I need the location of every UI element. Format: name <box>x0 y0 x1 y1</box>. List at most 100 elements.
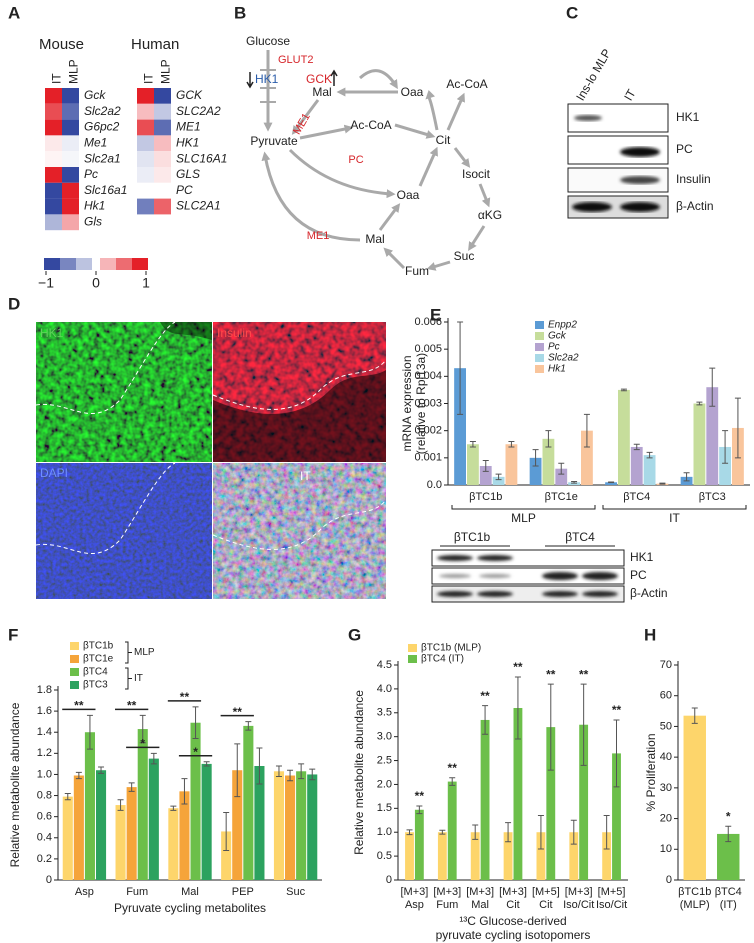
error-bar <box>139 714 146 744</box>
y-tick-label: 1.6 <box>37 705 52 717</box>
group-bracket <box>451 505 596 510</box>
error-bar <box>150 752 157 765</box>
colorbar-label: 1 <box>142 275 150 291</box>
bar <box>719 446 732 485</box>
heatmap-title: Human <box>131 36 179 53</box>
colorbar-step <box>132 258 148 270</box>
x-tick-label: Asp <box>75 886 94 898</box>
error-bar <box>505 822 512 843</box>
x-tick-label: Fum <box>126 886 148 898</box>
legend-swatch <box>70 655 79 663</box>
arrow <box>418 146 438 187</box>
error-bar <box>608 481 615 484</box>
legend-label: Slc2a2 <box>548 353 579 364</box>
node: ME1 <box>307 230 330 242</box>
colorbar-step <box>60 258 76 270</box>
y-tick-label: 3.5 <box>377 707 392 719</box>
node: αKG <box>478 208 502 222</box>
x-tick-label: [M+3] <box>565 886 593 898</box>
heatmap-cell <box>62 167 79 183</box>
bar <box>555 468 568 485</box>
x-axis-label: ¹³C Glucose-derived <box>459 914 566 928</box>
heatmap-cell <box>45 88 62 104</box>
bar <box>137 729 148 880</box>
legend-label: βTC1e <box>83 654 114 665</box>
channel-label: DAPI <box>40 466 68 480</box>
heatmap-cell <box>154 151 171 167</box>
legend-group-label: MLP <box>134 647 155 658</box>
y-tick-label: 0.6 <box>37 811 52 823</box>
heatmap-cell <box>137 198 154 215</box>
bar <box>414 809 424 880</box>
error-bar <box>514 676 521 740</box>
channel-label: Insulin <box>217 326 252 340</box>
boundary <box>212 359 387 410</box>
y-tick-label: 0 <box>46 874 52 886</box>
bar <box>492 476 505 485</box>
band <box>620 147 660 157</box>
row-label: G6pc2 <box>84 120 120 134</box>
legend-swatch <box>408 655 417 663</box>
panel-label: A <box>8 3 20 22</box>
y-tick-label: 0.8 <box>37 789 52 801</box>
bar <box>115 805 126 880</box>
up-arrow <box>330 69 338 86</box>
boundary <box>35 321 176 414</box>
legend-swatch <box>70 668 79 676</box>
bar <box>643 455 656 485</box>
error-bar <box>725 825 732 843</box>
significance-label: ** <box>513 660 523 674</box>
x-tick-label: [M+3] <box>401 886 429 898</box>
region-label: IT <box>300 469 311 483</box>
bar <box>232 770 243 880</box>
lane-label: Ins-lo MLP <box>573 46 614 103</box>
legend-bracket <box>125 641 132 664</box>
error-bar <box>620 388 627 392</box>
y-tick-label: 1.2 <box>37 747 52 759</box>
heatmap-cell <box>45 214 62 231</box>
error-bar <box>570 819 577 845</box>
legend-swatch <box>535 354 544 362</box>
error-bar <box>457 321 464 415</box>
error-bar <box>580 683 587 766</box>
bar <box>693 403 706 485</box>
bar <box>529 457 542 485</box>
image-dapi <box>36 463 212 599</box>
significance-label: ** <box>233 705 243 719</box>
error-bar <box>98 766 105 774</box>
error-bar <box>472 824 479 840</box>
legend-label: Enpp2 <box>548 320 577 331</box>
node: ME1 <box>291 111 313 137</box>
heatmap-cell <box>137 167 154 183</box>
bar <box>201 763 212 880</box>
y-tick-label: 0.006 <box>414 316 442 328</box>
arrow-steps <box>260 69 276 103</box>
heatmap-cell <box>62 151 79 167</box>
legend-swatch <box>535 332 544 340</box>
bar <box>605 482 617 485</box>
panel-labels: A B C D E F G H <box>8 3 656 644</box>
heatmap-cell <box>45 103 62 120</box>
arrow <box>261 151 361 242</box>
bar <box>243 725 254 880</box>
error-bar <box>571 480 578 484</box>
colorbar-label: 0 <box>92 275 100 291</box>
y-axis-label: Relative metabolite abundance <box>8 702 22 867</box>
x-tick-label: Iso/Cit <box>563 899 594 911</box>
bar <box>126 787 137 880</box>
heatmap-title: Mouse <box>39 36 84 53</box>
error-bar <box>532 449 539 467</box>
error-bar <box>234 743 241 798</box>
error-bar <box>495 473 502 481</box>
legend-label: βTC1b <box>83 641 114 652</box>
lane-label: IT <box>621 86 639 103</box>
legend-label: Gck <box>548 331 567 342</box>
y-tick-label: 1.4 <box>37 726 52 738</box>
bands <box>437 555 618 597</box>
row-label: Slc16a1 <box>84 183 127 197</box>
node: Isocit <box>462 167 491 181</box>
legend-swatch <box>408 644 417 652</box>
bar <box>568 482 581 485</box>
x-tick-label: Mal <box>471 899 489 911</box>
error-bar <box>275 765 282 778</box>
